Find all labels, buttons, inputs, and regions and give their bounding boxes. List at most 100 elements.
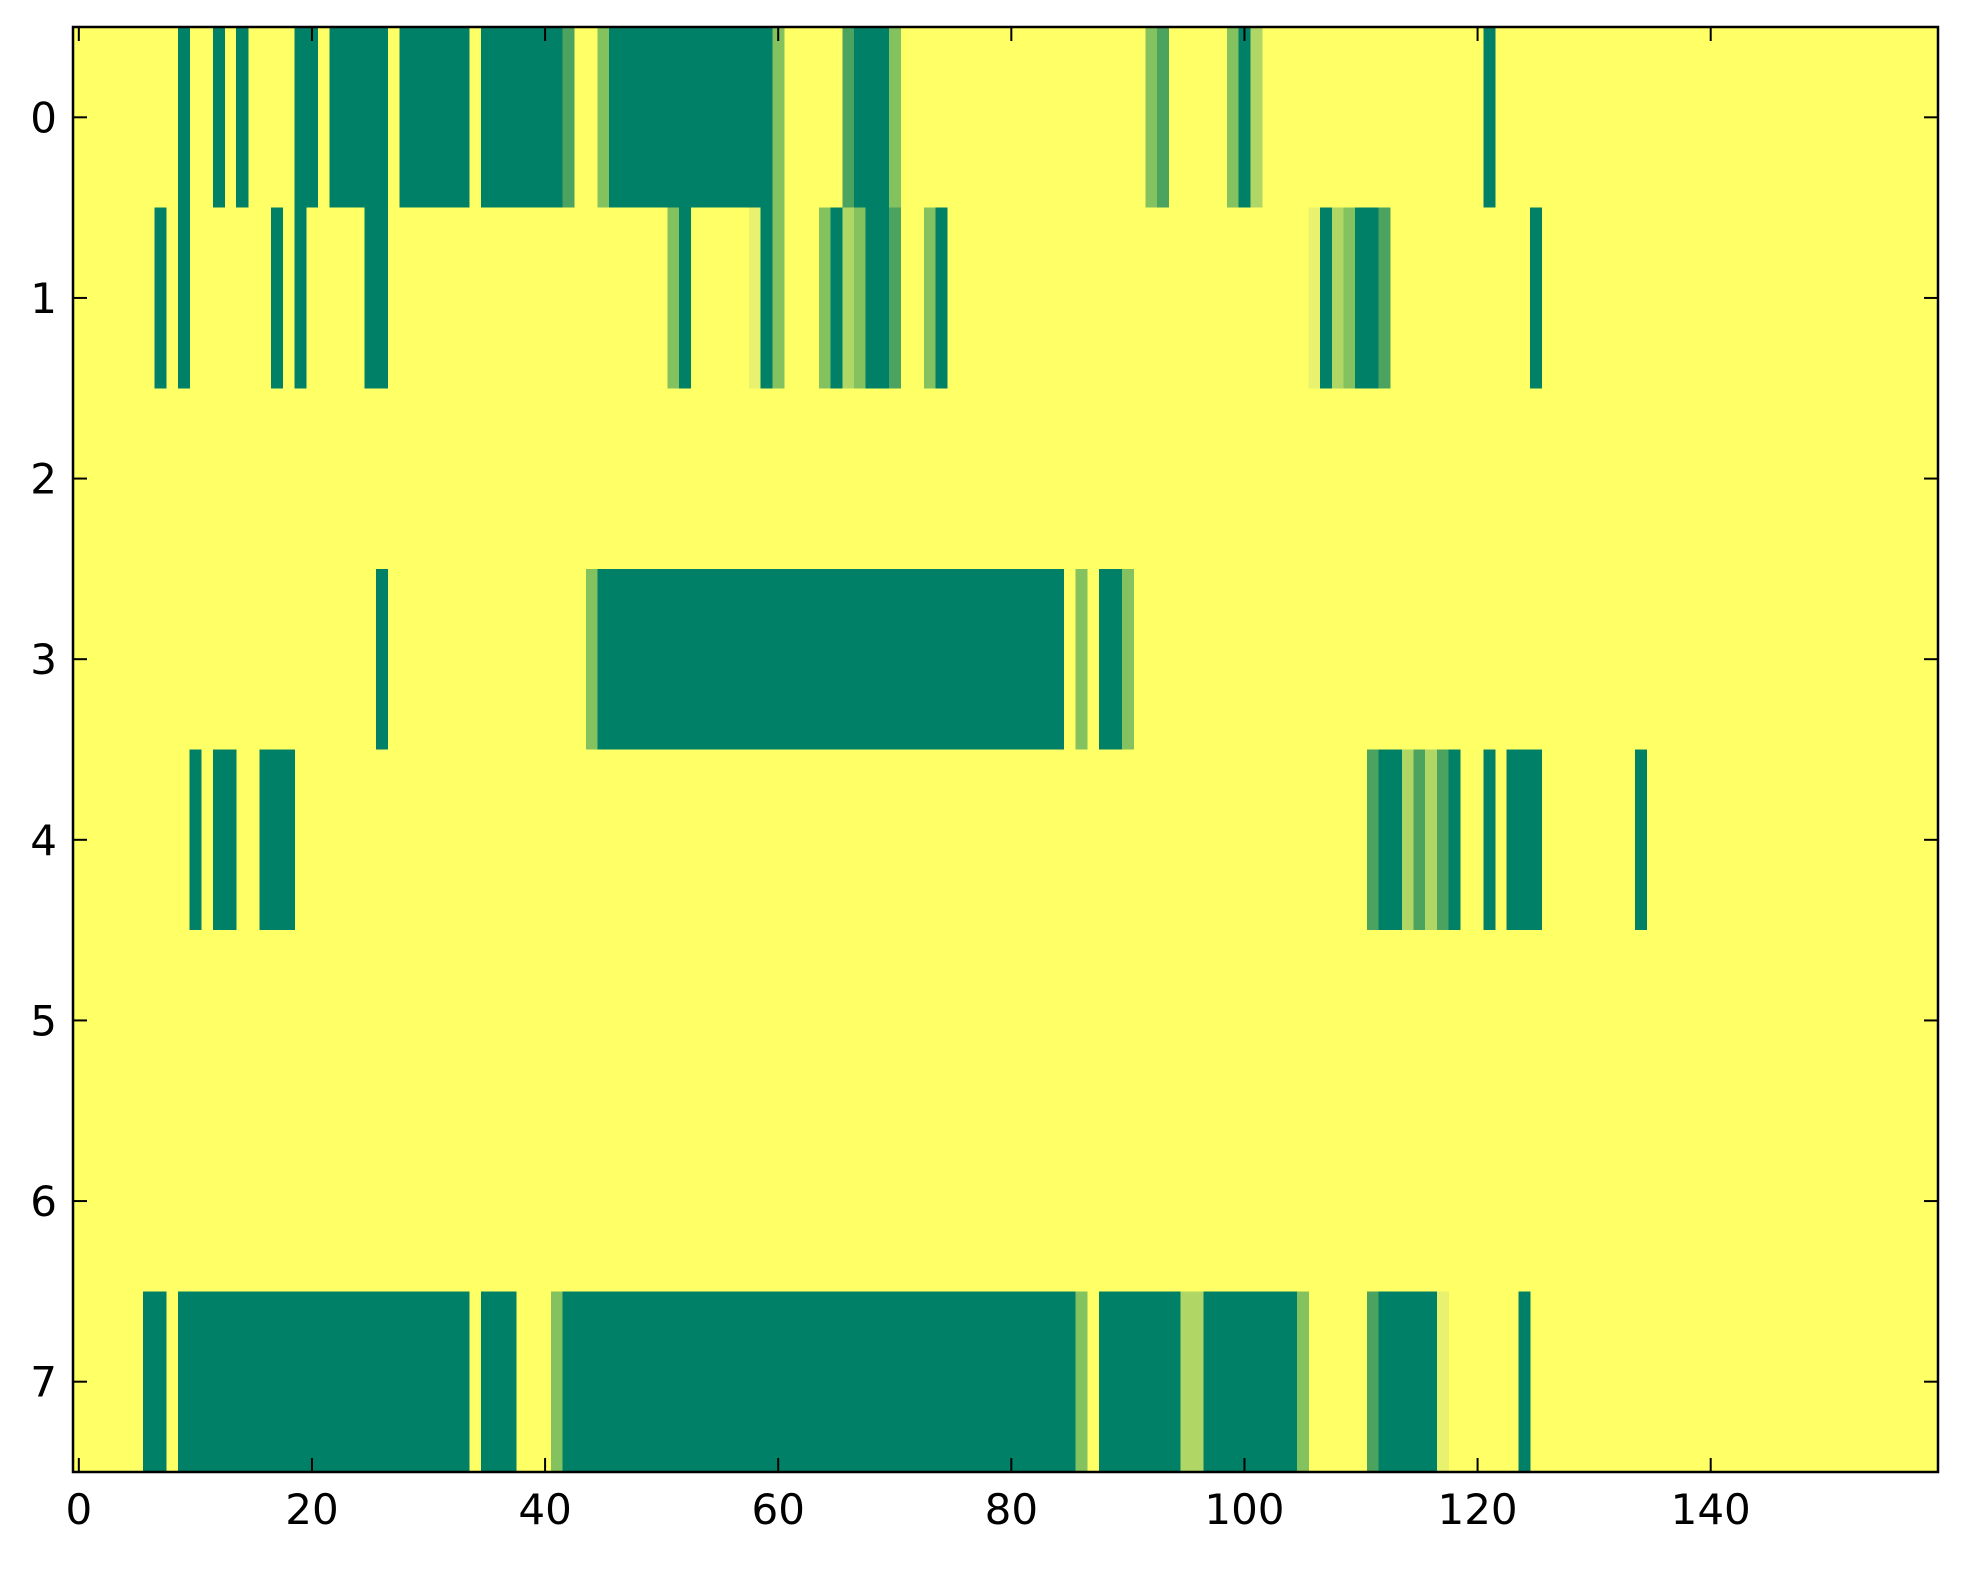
heatmap-cell-row7-x97	[1203, 1291, 1298, 1473]
heatmap-cell-row0-x66	[842, 27, 855, 208]
heatmap-cell-row0-x67	[853, 27, 890, 208]
heatmap-cell-row7-x105	[1296, 1291, 1309, 1473]
heatmap-cell-row0-x28	[399, 27, 470, 208]
heatmap-cell-row0-x42	[562, 27, 575, 208]
heatmap-cell-row0-x45	[597, 27, 610, 208]
x-tick-label-0: 0	[65, 1485, 92, 1534]
heatmap-cell-row1-x67	[853, 207, 867, 389]
heatmap-cell-row1-x52	[679, 207, 692, 389]
heatmap-cell-row3-x45	[597, 568, 1065, 750]
heatmap-cell-row1-x107	[1320, 207, 1333, 389]
heatmap-cell-row7-x9	[177, 1291, 470, 1473]
heatmap-cell-row0-x99	[1226, 27, 1240, 208]
heatmap-cell-row4-x117	[1436, 749, 1449, 931]
heatmap-cell-row3-x26	[376, 568, 389, 750]
heatmap-cell-row0-x46	[609, 27, 773, 208]
heatmap-cell-row1-x106	[1308, 207, 1321, 389]
heatmap-cell-row1-x60	[772, 207, 785, 389]
heatmap-cell-row1-x59	[760, 207, 773, 389]
heatmap-cell-row1-x19	[294, 207, 307, 389]
heatmap-cell-row7-x88	[1098, 1291, 1181, 1473]
heatmap-cell-row4-x134	[1634, 749, 1647, 931]
heatmap-cell-row7-x41	[550, 1291, 563, 1473]
heatmap-cell-row1-x64	[819, 207, 832, 389]
heatmap-cell-row0-x60	[772, 27, 785, 208]
heatmap-cell-row4-x115	[1413, 749, 1426, 931]
heatmap-cell-row1-x74	[935, 207, 948, 389]
plot-frame	[71, 25, 1940, 1474]
heatmap-cell-row0-x70	[888, 27, 901, 208]
heatmap-cell-row4-x112	[1378, 749, 1403, 931]
heatmap-cell-row7-x117	[1436, 1291, 1449, 1473]
heatmap-cell-row1-x7	[154, 207, 167, 389]
axis-tick-labels: 0 20 40 60 80 100 120 140 0 1 2 3 4 5 6 7	[30, 93, 1751, 1534]
heatmap-cell-row7-x42	[562, 1291, 1076, 1473]
x-tick-label-80: 80	[985, 1485, 1038, 1534]
y-tick-label-2: 2	[30, 455, 57, 504]
heatmap-cell-row1-x110	[1355, 207, 1379, 389]
x-tick-label-120: 120	[1437, 1485, 1517, 1534]
y-tick-label-5: 5	[30, 996, 57, 1045]
heatmap-cell-row4-x116	[1425, 749, 1438, 931]
y-tick-label-0: 0	[30, 93, 57, 142]
heatmap-cell-row1-x125	[1530, 207, 1543, 389]
heatmap-cell-row3-x86	[1075, 568, 1088, 750]
heatmap-cell-row0-x92	[1145, 27, 1158, 208]
heatmap-cell-row1-x66	[842, 207, 855, 389]
heatmap-cell-row4-x123	[1506, 749, 1543, 931]
heatmap-cell-row3-x44	[585, 568, 598, 750]
heatmap-cell-row1-x51	[667, 207, 680, 389]
heatmap-cell-row1-x73	[923, 207, 936, 389]
plot-area	[73, 27, 1938, 1473]
heatmap-cell-row0-x19	[294, 27, 319, 208]
x-tick-label-140: 140	[1671, 1485, 1751, 1534]
heatmap-cell-row0-x35	[480, 27, 563, 208]
heatmap-cell-row7-x112	[1378, 1291, 1438, 1473]
heatmap-cell-row4-x121	[1483, 749, 1496, 931]
heatmap-cell-row7-x124	[1518, 1291, 1531, 1473]
heatmap-cell-row1-x68	[865, 207, 890, 389]
heatmap-cell-row4-x118	[1448, 749, 1461, 931]
heatmap-cell-row7-x111	[1366, 1291, 1379, 1473]
heatmap-cell-row0-x12	[212, 27, 225, 208]
heatmap-cell-row4-x12	[212, 749, 237, 931]
heatmap-cell-row0-x101	[1250, 27, 1263, 208]
heatmap-cell-row7-x86	[1075, 1291, 1088, 1473]
x-tick-label-60: 60	[751, 1485, 804, 1534]
heatmap-cell-row1-x108	[1331, 207, 1344, 389]
heatmap-cell-row1-x112	[1378, 207, 1391, 389]
y-tick-label-4: 4	[30, 816, 57, 865]
heatmap-cell-row0-x9	[177, 27, 190, 208]
y-tick-label-6: 6	[30, 1177, 57, 1226]
heatmap-cell-row1-x65	[830, 207, 843, 389]
heatmap-cell-row4-x10	[189, 749, 202, 931]
y-tick-label-1: 1	[30, 274, 57, 323]
heatmap-cell-row1-x58	[749, 207, 762, 389]
heatmap-cell-row3-x88	[1098, 568, 1123, 750]
heatmap-cell-row1-x9	[177, 207, 190, 389]
heatmap-cell-row7-x6	[142, 1291, 167, 1473]
heatmap-cell-row4-x111	[1366, 749, 1379, 931]
heatmap-cell-row0-x22	[329, 27, 389, 208]
heatmap-cell-row0-x121	[1483, 27, 1496, 208]
heatmap-cell-row7-x95	[1180, 1291, 1205, 1473]
heatmap-cells	[142, 27, 1647, 1473]
heatmap-cell-row1-x25	[364, 207, 389, 389]
y-tick-label-3: 3	[30, 635, 57, 684]
heatmap-cell-row7-x35	[480, 1291, 517, 1473]
x-tick-label-40: 40	[518, 1485, 571, 1534]
heatmap-cell-row4-x114	[1401, 749, 1414, 931]
heatmap-cell-row0-x100	[1238, 27, 1251, 208]
heatmap-cell-row1-x109	[1343, 207, 1356, 389]
x-tick-label-100: 100	[1204, 1485, 1284, 1534]
axis-ticks	[73, 27, 1938, 1472]
heatmap-cell-row0-x93	[1157, 27, 1170, 208]
x-tick-label-20: 20	[285, 1485, 338, 1534]
heatmap-cell-row1-x70	[888, 207, 901, 389]
heatmap-cell-row4-x16	[259, 749, 295, 931]
heatmap-cell-row3-x90	[1122, 568, 1135, 750]
heatmap-cell-row1-x17	[271, 207, 284, 389]
y-tick-label-7: 7	[30, 1358, 57, 1407]
